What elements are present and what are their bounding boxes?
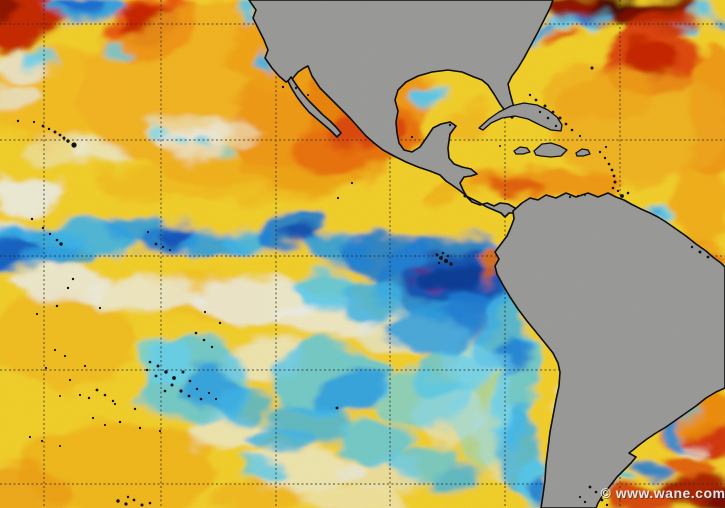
watermark-shadow-text: © www.wane.com xyxy=(602,486,725,502)
watermark-text: © www.wane.com xyxy=(601,485,725,501)
watermark: © www.wane.com © www.wane.com xyxy=(601,485,725,502)
